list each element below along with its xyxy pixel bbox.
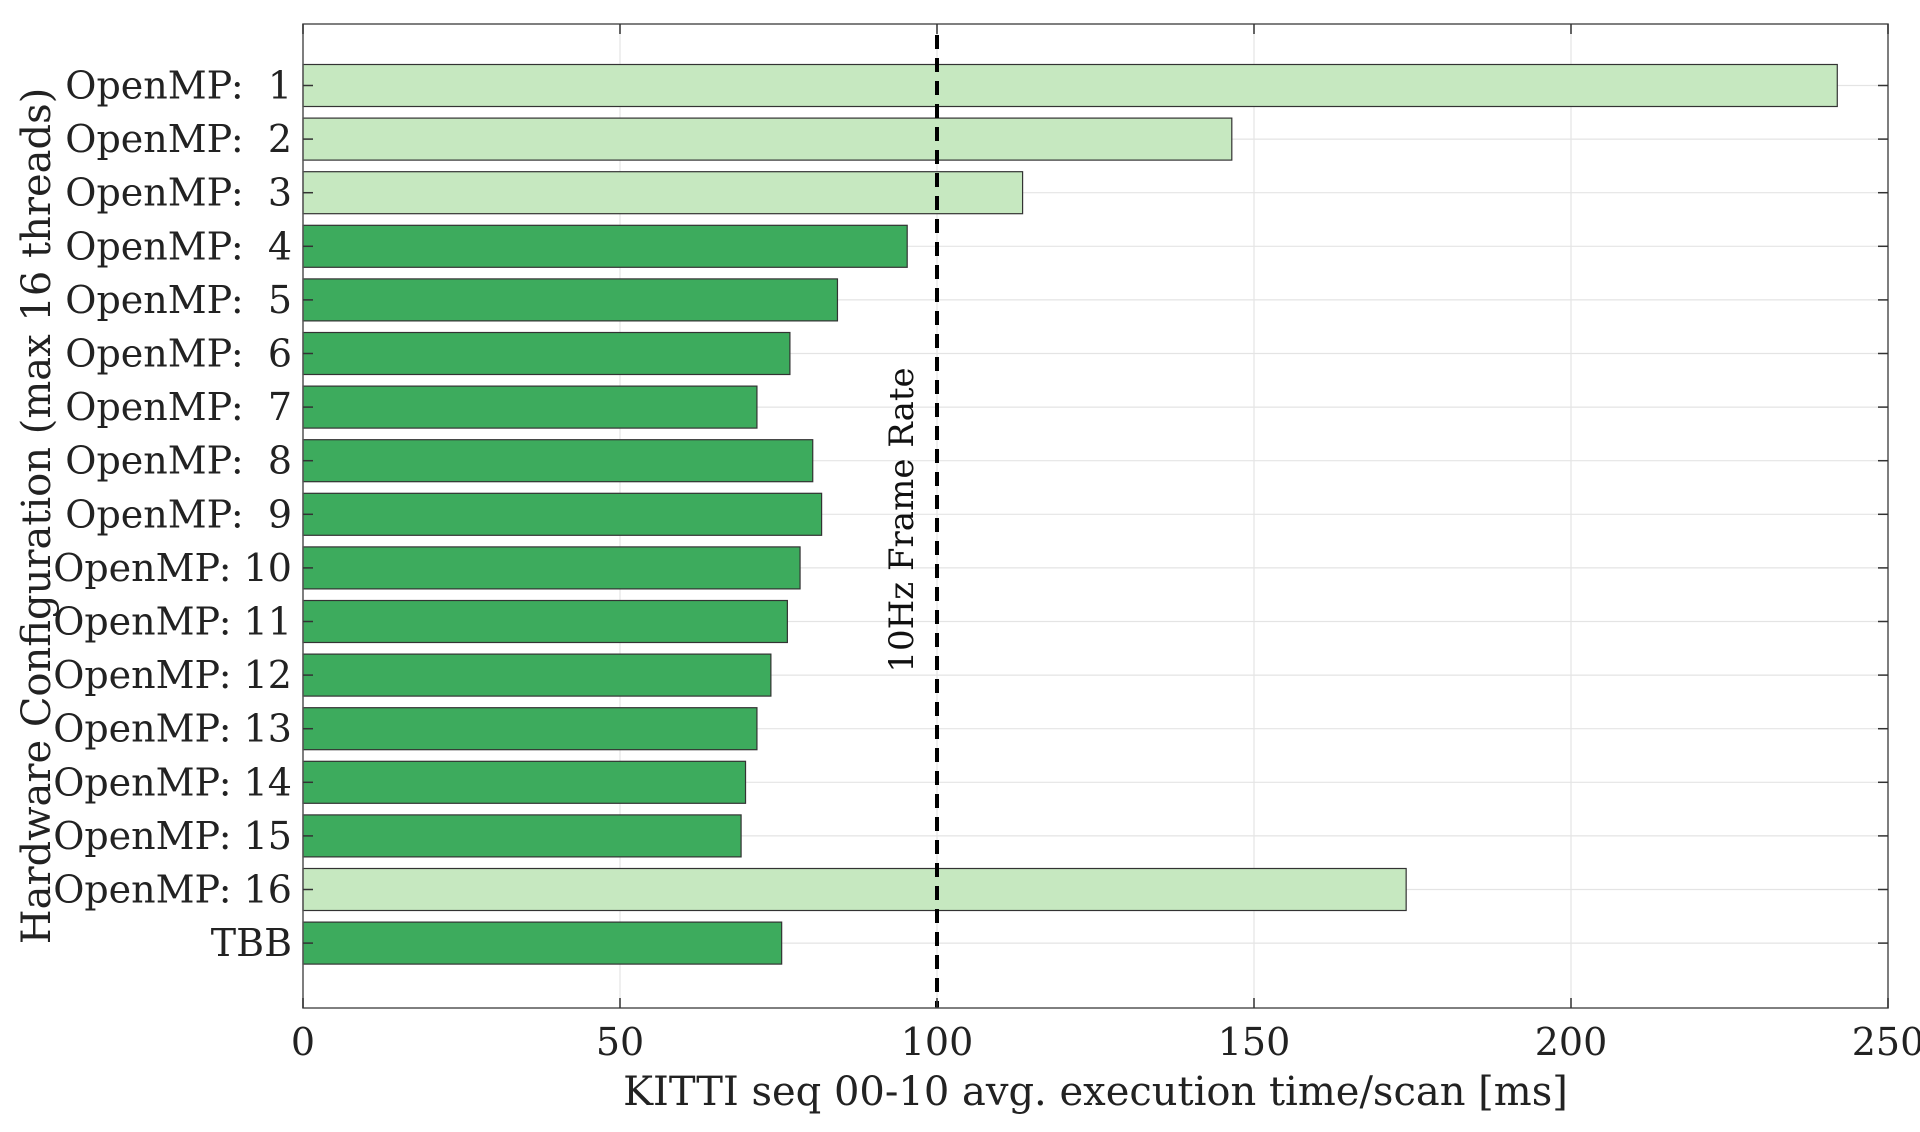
- y-tick-label: OpenMP: 14: [53, 760, 292, 804]
- axes-frame: [302, 23, 1889, 1009]
- bar: [302, 867, 1407, 912]
- bar: [302, 492, 823, 536]
- bar: [302, 439, 814, 483]
- y-tick-label: OpenMP: 16: [53, 868, 292, 912]
- y-tick-label: OpenMP: 10: [53, 546, 292, 590]
- y-tick-label: OpenMP: 8: [65, 439, 292, 483]
- x-tick-label: 50: [596, 1020, 644, 1064]
- tick-marks: [302, 24, 1889, 1008]
- y-tick-label: OpenMP: 13: [53, 707, 292, 751]
- y-tick-label: OpenMP: 11: [53, 600, 292, 644]
- y-tick-label: OpenMP: 7: [65, 385, 292, 429]
- y-tick-label: TBB: [211, 921, 292, 965]
- y-tick-label: OpenMP: 15: [53, 814, 292, 858]
- bar: [302, 63, 1838, 108]
- y-axis-title: Hardware Configuration (max 16 threads): [14, 88, 60, 944]
- bar: [302, 599, 788, 644]
- bar: [302, 331, 791, 376]
- bar: [302, 117, 1233, 161]
- y-tick-label: OpenMP: 6: [65, 332, 292, 376]
- bar: [302, 385, 758, 429]
- plot-area-border: [302, 23, 1889, 1009]
- reference-line-group: 10Hz Frame Rate: [882, 35, 939, 1008]
- x-tick-labels: 0 50 100 150 200 250: [291, 1020, 1920, 1064]
- y-tick-label: OpenMP: 12: [53, 653, 292, 697]
- x-axis-title: KITTI seq 00-10 avg. execution time/scan…: [623, 1069, 1568, 1115]
- x-tick-label: 150: [1218, 1020, 1291, 1064]
- y-tick-label: OpenMP: 1: [65, 64, 292, 108]
- y-tick-label: OpenMP: 4: [65, 224, 292, 268]
- bars: [302, 63, 1838, 965]
- bar: [302, 278, 839, 322]
- y-tick-labels: OpenMP: 1 OpenMP: 2 OpenMP: 3 OpenMP: 4 Open…: [53, 64, 292, 966]
- bar: [302, 171, 1024, 215]
- x-tick-label: 0: [291, 1020, 315, 1064]
- bar: [302, 921, 783, 965]
- x-tick-label: 200: [1535, 1020, 1608, 1064]
- y-tick-label: OpenMP: 5: [65, 278, 292, 322]
- x-tick-label: 100: [901, 1020, 974, 1064]
- y-tick-label: OpenMP: 2: [65, 117, 292, 161]
- bar: [302, 814, 742, 858]
- bar: [302, 707, 758, 751]
- reference-line-label: 10Hz Frame Rate: [882, 367, 922, 672]
- bar: [302, 760, 747, 804]
- y-tick-label: OpenMP: 3: [65, 171, 292, 215]
- bar: [302, 224, 908, 268]
- y-tick-label: OpenMP: 9: [65, 492, 292, 536]
- x-tick-label: 250: [1852, 1020, 1920, 1064]
- bar: [302, 546, 801, 590]
- bar: [302, 653, 772, 697]
